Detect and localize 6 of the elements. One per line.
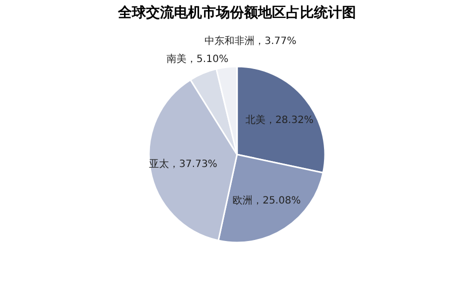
chart-title: 全球交流电机市场份额地区占比统计图: [117, 4, 356, 21]
slice-label: 欧洲，25.08%: [232, 194, 301, 206]
slice-label: 南美，5.10%: [166, 52, 228, 65]
slice-label: 中东和非洲，3.77%: [204, 34, 296, 47]
slice-label: 亚太，37.73%: [149, 158, 218, 170]
slice-label: 北美，28.32%: [245, 114, 314, 126]
